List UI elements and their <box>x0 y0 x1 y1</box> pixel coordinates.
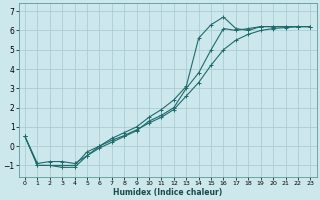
X-axis label: Humidex (Indice chaleur): Humidex (Indice chaleur) <box>113 188 222 197</box>
